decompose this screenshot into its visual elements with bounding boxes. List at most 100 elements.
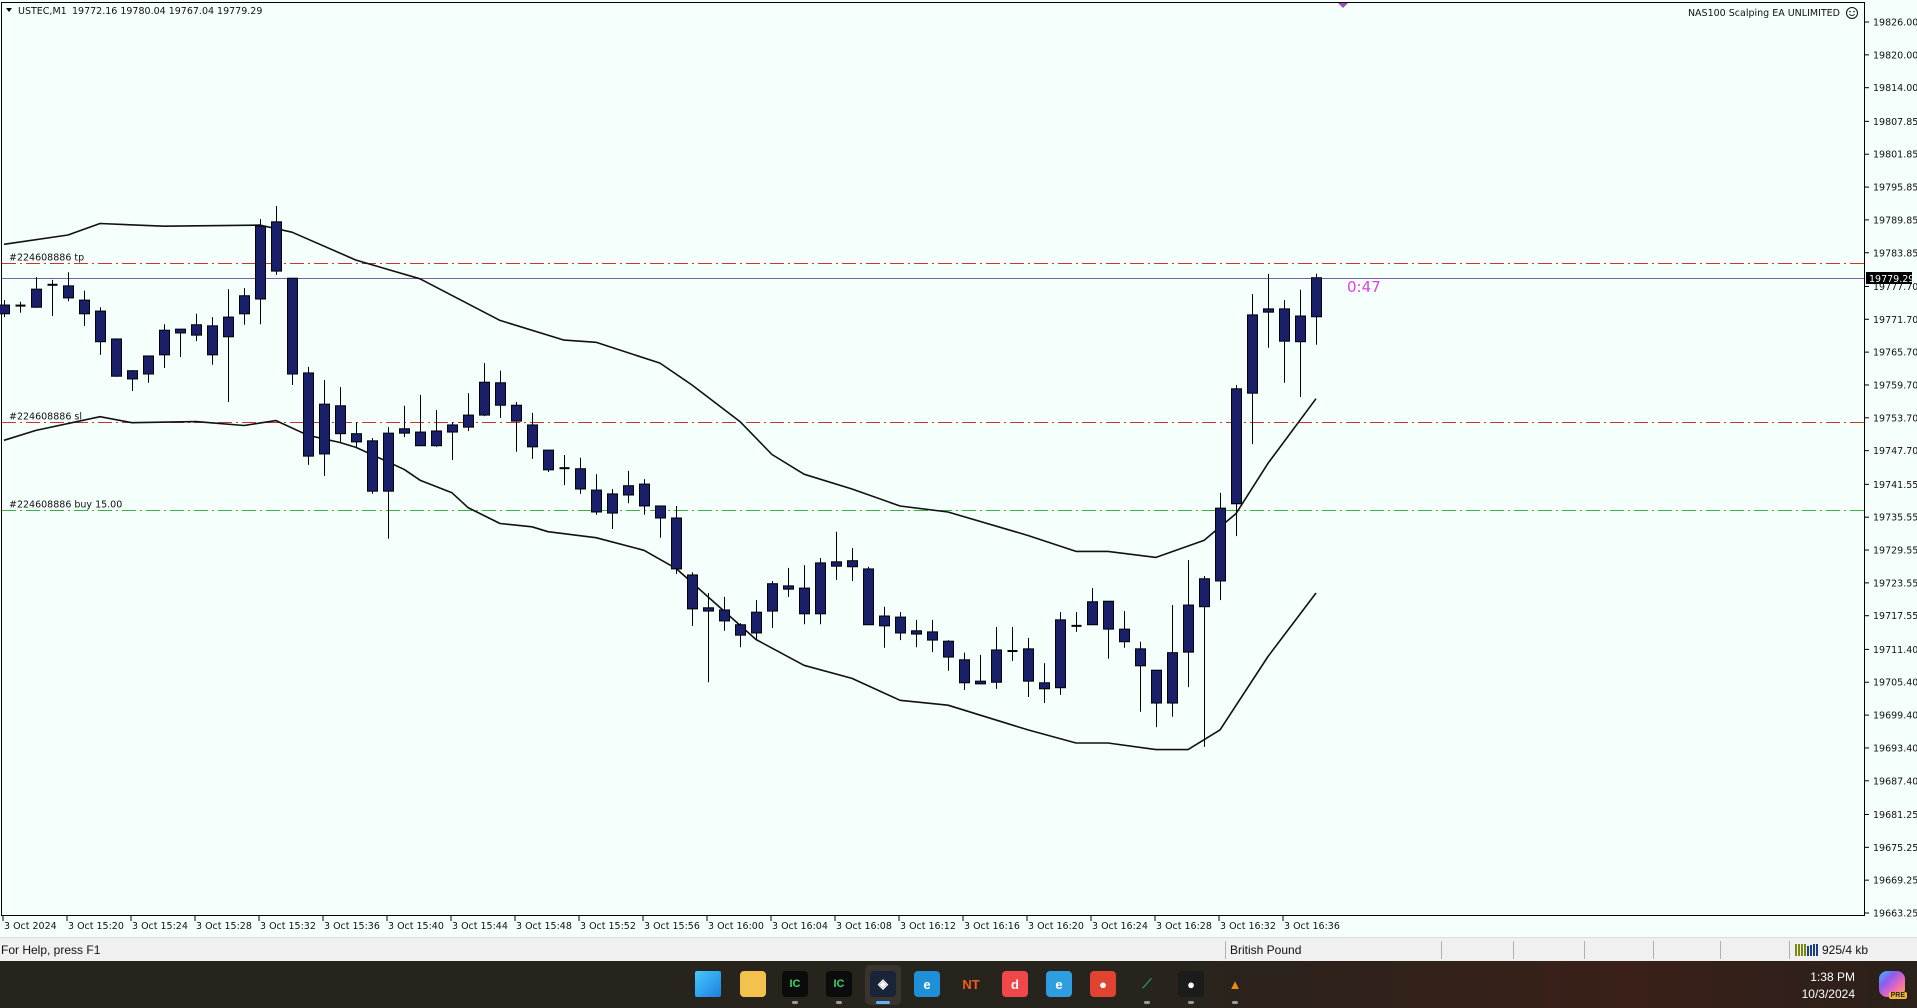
chart-shift-marker-icon[interactable] <box>1338 3 1348 8</box>
chrome-icon[interactable]: ● <box>1090 971 1116 997</box>
candle[interactable] <box>767 580 778 629</box>
candle[interactable] <box>975 654 986 685</box>
price-axis[interactable]: 19826.00 19820.00 19814.00 19807.85 19801.85… <box>1865 18 1917 920</box>
ic-markets-icon-2[interactable]: IC <box>826 971 852 997</box>
candle[interactable] <box>623 470 634 504</box>
candle[interactable] <box>1087 588 1098 626</box>
candle[interactable] <box>223 289 234 402</box>
time-axis[interactable]: 3 Oct 2024 3 Oct 15:20 3 Oct 15:24 3 Oct 15… <box>2 916 1340 932</box>
candle[interactable] <box>15 301 26 313</box>
candle[interactable] <box>207 317 218 365</box>
candle[interactable] <box>495 370 506 418</box>
trading-app-icon[interactable]: ◈ <box>870 971 896 997</box>
collapse-triangle-icon[interactable] <box>6 8 12 12</box>
candle[interactable] <box>191 313 202 342</box>
candle[interactable] <box>127 370 138 391</box>
candle[interactable] <box>1055 612 1066 695</box>
candle[interactable] <box>1135 641 1146 712</box>
candle[interactable] <box>319 380 330 476</box>
system-clock[interactable]: 1:38 PM 10/3/2024 <box>1802 969 1855 1003</box>
candle[interactable] <box>1039 663 1050 704</box>
candle[interactable] <box>447 422 458 460</box>
candle[interactable] <box>79 290 90 326</box>
candle[interactable] <box>719 596 730 631</box>
candle[interactable] <box>799 565 810 625</box>
candle[interactable] <box>1263 273 1274 348</box>
candle[interactable] <box>575 457 586 494</box>
status-profile[interactable]: British Pound <box>1230 943 1302 957</box>
candle[interactable] <box>63 272 74 302</box>
candle[interactable] <box>639 479 650 515</box>
candle[interactable] <box>959 652 970 690</box>
candle[interactable] <box>543 449 554 473</box>
d-app-icon[interactable]: d <box>1002 971 1028 997</box>
candle[interactable] <box>911 619 922 648</box>
candle[interactable] <box>1199 576 1210 747</box>
candle[interactable] <box>527 412 538 459</box>
screen-recorder-icon[interactable]: ● <box>1178 971 1204 997</box>
start-button[interactable] <box>695 971 721 997</box>
candle[interactable] <box>95 307 106 355</box>
candle[interactable] <box>239 288 250 325</box>
candle[interactable] <box>255 219 266 325</box>
candle[interactable] <box>863 566 874 626</box>
candle[interactable] <box>415 394 426 447</box>
candle[interactable] <box>607 488 618 529</box>
candle[interactable] <box>831 531 842 580</box>
candle[interactable] <box>367 438 378 494</box>
candle[interactable] <box>1247 294 1258 445</box>
candle[interactable] <box>511 401 522 452</box>
ic-markets-icon[interactable]: IC <box>782 971 808 997</box>
candle[interactable] <box>383 427 394 539</box>
candle[interactable] <box>655 505 666 538</box>
candle[interactable] <box>1215 492 1226 601</box>
candle[interactable] <box>703 593 714 683</box>
candle[interactable] <box>175 328 186 358</box>
candle[interactable] <box>0 300 10 318</box>
candle[interactable] <box>1071 612 1082 632</box>
ninjatrader-icon[interactable]: NT <box>962 976 980 992</box>
connection-status[interactable]: 925/4 kb <box>1795 943 1868 957</box>
candle[interactable] <box>47 279 58 316</box>
candle[interactable] <box>1183 560 1194 688</box>
candle[interactable] <box>1151 669 1162 728</box>
candle[interactable] <box>879 606 890 648</box>
candle[interactable] <box>783 567 794 597</box>
candle[interactable] <box>271 205 282 275</box>
edge-profile-icon[interactable]: e <box>1046 971 1072 997</box>
candle[interactable] <box>143 355 154 383</box>
price-chart[interactable]: #224608886 tp #224608886 sl #224608886 buy… <box>0 0 1917 937</box>
candle[interactable] <box>1231 384 1242 537</box>
candle[interactable] <box>671 505 682 574</box>
copilot-icon[interactable]: PRE <box>1879 971 1907 999</box>
candle[interactable] <box>335 387 346 442</box>
candle[interactable] <box>687 572 698 626</box>
candle[interactable] <box>847 548 858 581</box>
candle[interactable] <box>1023 637 1034 698</box>
candle[interactable] <box>1279 300 1290 383</box>
candle[interactable] <box>111 338 122 377</box>
candle[interactable] <box>815 557 826 625</box>
candle[interactable] <box>31 277 42 308</box>
candle[interactable] <box>943 640 954 671</box>
candle[interactable] <box>479 363 490 417</box>
candle[interactable] <box>991 626 1002 689</box>
candle[interactable] <box>559 455 570 486</box>
candle[interactable] <box>1311 273 1322 345</box>
candle[interactable] <box>431 410 442 447</box>
file-explorer-icon[interactable] <box>740 971 766 997</box>
candle[interactable] <box>735 623 746 648</box>
candle[interactable] <box>927 619 938 653</box>
candle[interactable] <box>463 393 474 431</box>
candle[interactable] <box>1295 289 1306 398</box>
candle[interactable] <box>1167 605 1178 717</box>
candle[interactable] <box>751 600 762 639</box>
candle[interactable] <box>159 324 170 368</box>
vlc-icon[interactable]: ▲ <box>1228 976 1242 992</box>
tradingview-icon[interactable]: ⟋ <box>1142 976 1152 991</box>
edge-icon[interactable]: e <box>914 971 940 997</box>
candle[interactable] <box>591 474 602 515</box>
candle[interactable] <box>1119 611 1130 648</box>
candle[interactable] <box>1103 600 1114 659</box>
candle[interactable] <box>895 612 906 641</box>
